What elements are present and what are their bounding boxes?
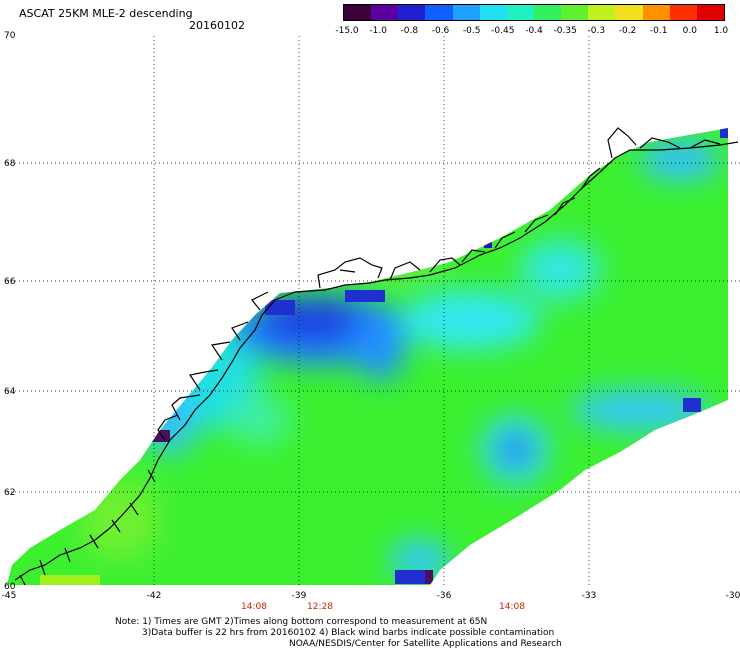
lat-label: 60 bbox=[4, 582, 16, 592]
color-scale-label: -0.5 bbox=[462, 26, 481, 36]
color-scale-segment bbox=[669, 5, 697, 20]
color-scale-segment bbox=[506, 5, 534, 20]
color-scale-label: -0.3 bbox=[587, 26, 606, 36]
color-scale-label: -0.8 bbox=[400, 26, 419, 36]
color-scale-segment bbox=[642, 5, 670, 20]
color-scale-segment bbox=[452, 5, 480, 20]
product-date: 20160102 bbox=[189, 19, 245, 32]
graticule bbox=[7, 36, 740, 588]
lat-label: 62 bbox=[4, 488, 15, 498]
lon-label: -45 bbox=[2, 591, 17, 601]
greenland-coastline bbox=[14, 127, 739, 586]
lon-label: -42 bbox=[147, 591, 162, 601]
longitude-labels: -45 -42 -39 -36 -33 -30 bbox=[2, 591, 740, 601]
color-scale-bar bbox=[343, 4, 725, 21]
note-line-3: NOAA/NESDIS/Center for Satellite Applica… bbox=[289, 639, 562, 649]
color-scale-segment bbox=[425, 5, 453, 20]
lon-label: -33 bbox=[582, 591, 597, 601]
color-scale-segment bbox=[398, 5, 426, 20]
color-scale-segment bbox=[696, 5, 724, 20]
color-scale-segment bbox=[344, 5, 372, 20]
lon-label: -36 bbox=[437, 591, 452, 601]
note-line-1: Note: 1) Times are GMT 2)Times along bot… bbox=[115, 617, 488, 627]
time-label: 12:28 bbox=[307, 602, 333, 612]
wind-data-swath bbox=[7, 128, 728, 585]
time-label: 14:08 bbox=[241, 602, 267, 612]
color-scale-segment bbox=[533, 5, 562, 20]
lat-label: 66 bbox=[4, 277, 16, 287]
color-scale-label: -0.2 bbox=[618, 26, 637, 36]
color-scale-label: -1.0 bbox=[369, 26, 387, 36]
color-scale-label: -0.4 bbox=[525, 26, 543, 36]
map-plot: 70 68 66 64 62 60 -45 -42 -39 -36 -33 -3… bbox=[2, 31, 740, 612]
color-scale-label: -15.0 bbox=[335, 26, 359, 36]
latitude-labels: 70 68 66 64 62 60 bbox=[4, 31, 16, 592]
color-scale-segment bbox=[615, 5, 643, 20]
color-scale-label: -0.45 bbox=[491, 26, 515, 36]
color-scale-label: -0.35 bbox=[553, 26, 577, 36]
time-label: 14:08 bbox=[499, 602, 525, 612]
time-labels: 14:08 12:28 14:08 bbox=[241, 602, 525, 612]
color-scale-label: -0.6 bbox=[431, 26, 450, 36]
color-scale-label: 1.0 bbox=[713, 26, 729, 36]
note-line-2: 3)Data buffer is 22 hrs from 20160102 4)… bbox=[142, 628, 555, 638]
lon-label: -39 bbox=[292, 591, 307, 601]
color-scale-label: -0.1 bbox=[649, 26, 668, 36]
color-scale-labels: -15.0 -1.0 -0.8 -0.6 -0.5 -0.45 -0.4 -0.35 -0.3 -… bbox=[0, 26, 740, 38]
lat-label: 70 bbox=[4, 31, 16, 41]
color-scale-segment bbox=[479, 5, 507, 20]
product-title: ASCAT 25KM MLE-2 descending bbox=[19, 7, 193, 20]
lat-label: 64 bbox=[4, 387, 16, 397]
lon-label: -30 bbox=[726, 591, 740, 601]
lat-label: 68 bbox=[4, 159, 16, 169]
color-scale-label: 0.0 bbox=[682, 26, 697, 36]
color-scale-segment bbox=[561, 5, 589, 20]
color-scale-segment bbox=[588, 5, 616, 20]
color-scale-segment bbox=[371, 5, 399, 20]
